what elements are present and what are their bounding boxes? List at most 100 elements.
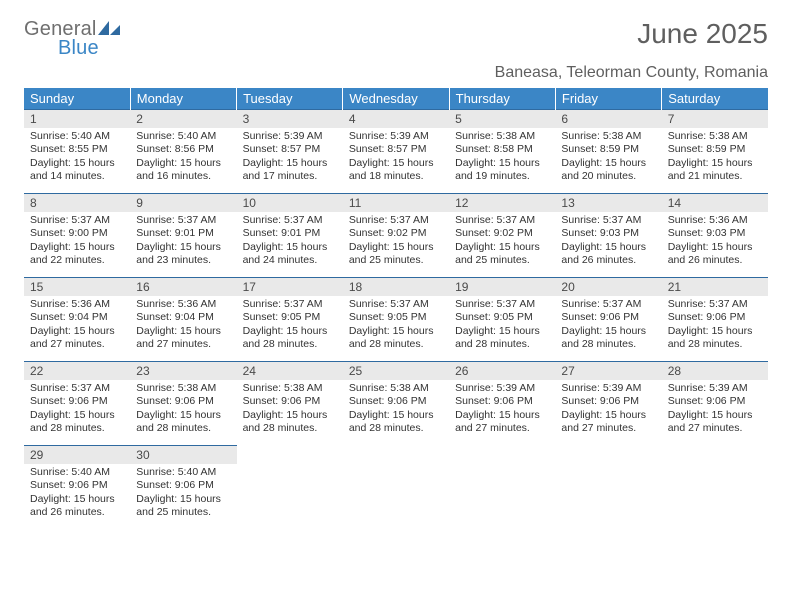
- day-number: 8: [24, 194, 130, 212]
- calendar-cell: 22Sunrise: 5:37 AMSunset: 9:06 PMDayligh…: [24, 362, 130, 446]
- calendar-cell: 8Sunrise: 5:37 AMSunset: 9:00 PMDaylight…: [24, 194, 130, 278]
- calendar-cell: [555, 446, 661, 530]
- calendar-week-row: 15Sunrise: 5:36 AMSunset: 9:04 PMDayligh…: [24, 278, 768, 362]
- day-detail-text: Sunrise: 5:37 AMSunset: 9:05 PMDaylight:…: [343, 296, 449, 356]
- day-detail-text: Sunrise: 5:36 AMSunset: 9:04 PMDaylight:…: [24, 296, 130, 356]
- day-number: 30: [130, 446, 236, 464]
- day-detail-text: Sunrise: 5:37 AMSunset: 9:02 PMDaylight:…: [449, 212, 555, 272]
- day-detail-text: Sunrise: 5:39 AMSunset: 8:57 PMDaylight:…: [237, 128, 343, 188]
- day-number: 1: [24, 110, 130, 128]
- day-detail-text: Sunrise: 5:37 AMSunset: 9:00 PMDaylight:…: [24, 212, 130, 272]
- calendar-cell: 26Sunrise: 5:39 AMSunset: 9:06 PMDayligh…: [449, 362, 555, 446]
- calendar-cell: 1Sunrise: 5:40 AMSunset: 8:55 PMDaylight…: [24, 110, 130, 194]
- calendar-body: 1Sunrise: 5:40 AMSunset: 8:55 PMDaylight…: [24, 110, 768, 530]
- day-detail-text: Sunrise: 5:40 AMSunset: 9:06 PMDaylight:…: [24, 464, 130, 524]
- calendar-cell: 13Sunrise: 5:37 AMSunset: 9:03 PMDayligh…: [555, 194, 661, 278]
- day-number: 25: [343, 362, 449, 380]
- day-number: 19: [449, 278, 555, 296]
- calendar-cell: 21Sunrise: 5:37 AMSunset: 9:06 PMDayligh…: [662, 278, 768, 362]
- calendar-cell: 9Sunrise: 5:37 AMSunset: 9:01 PMDaylight…: [130, 194, 236, 278]
- day-detail-text: Sunrise: 5:39 AMSunset: 9:06 PMDaylight:…: [449, 380, 555, 440]
- day-number: 27: [555, 362, 661, 380]
- day-detail-text: Sunrise: 5:37 AMSunset: 9:03 PMDaylight:…: [555, 212, 661, 272]
- calendar-cell: [662, 446, 768, 530]
- day-detail-text: Sunrise: 5:38 AMSunset: 9:06 PMDaylight:…: [237, 380, 343, 440]
- calendar-cell: 6Sunrise: 5:38 AMSunset: 8:59 PMDaylight…: [555, 110, 661, 194]
- day-detail-text: Sunrise: 5:37 AMSunset: 9:06 PMDaylight:…: [555, 296, 661, 356]
- day-number: 5: [449, 110, 555, 128]
- day-detail-text: Sunrise: 5:36 AMSunset: 9:03 PMDaylight:…: [662, 212, 768, 272]
- calendar-cell: 23Sunrise: 5:38 AMSunset: 9:06 PMDayligh…: [130, 362, 236, 446]
- brand-logo: General Blue: [24, 18, 120, 60]
- logo-sail-icon: [98, 18, 120, 41]
- day-detail-text: Sunrise: 5:39 AMSunset: 9:06 PMDaylight:…: [555, 380, 661, 440]
- calendar-week-row: 29Sunrise: 5:40 AMSunset: 9:06 PMDayligh…: [24, 446, 768, 530]
- day-number: 7: [662, 110, 768, 128]
- day-number: 16: [130, 278, 236, 296]
- calendar-cell: 19Sunrise: 5:37 AMSunset: 9:05 PMDayligh…: [449, 278, 555, 362]
- day-number: 22: [24, 362, 130, 380]
- day-header: Friday: [555, 88, 661, 110]
- title-block: June 2025: [637, 18, 768, 50]
- calendar-cell: 2Sunrise: 5:40 AMSunset: 8:56 PMDaylight…: [130, 110, 236, 194]
- calendar-week-row: 22Sunrise: 5:37 AMSunset: 9:06 PMDayligh…: [24, 362, 768, 446]
- day-detail-text: Sunrise: 5:37 AMSunset: 9:01 PMDaylight:…: [237, 212, 343, 272]
- day-detail-text: Sunrise: 5:37 AMSunset: 9:02 PMDaylight:…: [343, 212, 449, 272]
- calendar-week-row: 1Sunrise: 5:40 AMSunset: 8:55 PMDaylight…: [24, 110, 768, 194]
- day-detail-text: Sunrise: 5:38 AMSunset: 9:06 PMDaylight:…: [343, 380, 449, 440]
- day-number: 2: [130, 110, 236, 128]
- calendar-head: SundayMondayTuesdayWednesdayThursdayFrid…: [24, 88, 768, 110]
- day-number: 10: [237, 194, 343, 212]
- day-detail-text: Sunrise: 5:38 AMSunset: 8:59 PMDaylight:…: [555, 128, 661, 188]
- day-detail-text: Sunrise: 5:37 AMSunset: 9:01 PMDaylight:…: [130, 212, 236, 272]
- calendar-cell: 10Sunrise: 5:37 AMSunset: 9:01 PMDayligh…: [237, 194, 343, 278]
- calendar-cell: 11Sunrise: 5:37 AMSunset: 9:02 PMDayligh…: [343, 194, 449, 278]
- calendar-cell: 17Sunrise: 5:37 AMSunset: 9:05 PMDayligh…: [237, 278, 343, 362]
- calendar-cell: 25Sunrise: 5:38 AMSunset: 9:06 PMDayligh…: [343, 362, 449, 446]
- day-number: 6: [555, 110, 661, 128]
- calendar-cell: [343, 446, 449, 530]
- day-number: 3: [237, 110, 343, 128]
- day-number: 14: [662, 194, 768, 212]
- calendar-cell: 3Sunrise: 5:39 AMSunset: 8:57 PMDaylight…: [237, 110, 343, 194]
- day-header: Tuesday: [237, 88, 343, 110]
- calendar-cell: 12Sunrise: 5:37 AMSunset: 9:02 PMDayligh…: [449, 194, 555, 278]
- day-number: 11: [343, 194, 449, 212]
- day-number: 9: [130, 194, 236, 212]
- calendar-cell: 7Sunrise: 5:38 AMSunset: 8:59 PMDaylight…: [662, 110, 768, 194]
- day-header: Saturday: [662, 88, 768, 110]
- location-text: Baneasa, Teleorman County, Romania: [24, 64, 768, 82]
- calendar-cell: 27Sunrise: 5:39 AMSunset: 9:06 PMDayligh…: [555, 362, 661, 446]
- page-title: June 2025: [637, 18, 768, 50]
- calendar-cell: 29Sunrise: 5:40 AMSunset: 9:06 PMDayligh…: [24, 446, 130, 530]
- header-row: General Blue June 2025: [24, 18, 768, 60]
- day-detail-text: Sunrise: 5:38 AMSunset: 8:58 PMDaylight:…: [449, 128, 555, 188]
- calendar-week-row: 8Sunrise: 5:37 AMSunset: 9:00 PMDaylight…: [24, 194, 768, 278]
- calendar-cell: 14Sunrise: 5:36 AMSunset: 9:03 PMDayligh…: [662, 194, 768, 278]
- calendar-cell: 5Sunrise: 5:38 AMSunset: 8:58 PMDaylight…: [449, 110, 555, 194]
- day-detail-text: Sunrise: 5:39 AMSunset: 8:57 PMDaylight:…: [343, 128, 449, 188]
- calendar-cell: 20Sunrise: 5:37 AMSunset: 9:06 PMDayligh…: [555, 278, 661, 362]
- day-number: 17: [237, 278, 343, 296]
- calendar-table: SundayMondayTuesdayWednesdayThursdayFrid…: [24, 88, 768, 530]
- calendar-cell: 30Sunrise: 5:40 AMSunset: 9:06 PMDayligh…: [130, 446, 236, 530]
- day-number: 29: [24, 446, 130, 464]
- calendar-cell: 18Sunrise: 5:37 AMSunset: 9:05 PMDayligh…: [343, 278, 449, 362]
- day-detail-text: Sunrise: 5:38 AMSunset: 9:06 PMDaylight:…: [130, 380, 236, 440]
- day-number: 12: [449, 194, 555, 212]
- day-detail-text: Sunrise: 5:37 AMSunset: 9:06 PMDaylight:…: [662, 296, 768, 356]
- calendar-page: General Blue June 2025 Baneasa, Teleorma…: [0, 0, 792, 540]
- day-detail-text: Sunrise: 5:37 AMSunset: 9:06 PMDaylight:…: [24, 380, 130, 440]
- day-detail-text: Sunrise: 5:37 AMSunset: 9:05 PMDaylight:…: [449, 296, 555, 356]
- calendar-cell: 24Sunrise: 5:38 AMSunset: 9:06 PMDayligh…: [237, 362, 343, 446]
- calendar-cell: 4Sunrise: 5:39 AMSunset: 8:57 PMDaylight…: [343, 110, 449, 194]
- day-number: 15: [24, 278, 130, 296]
- calendar-cell: [449, 446, 555, 530]
- day-number: 26: [449, 362, 555, 380]
- calendar-cell: 28Sunrise: 5:39 AMSunset: 9:06 PMDayligh…: [662, 362, 768, 446]
- day-header: Wednesday: [343, 88, 449, 110]
- calendar-cell: [237, 446, 343, 530]
- calendar-cell: 15Sunrise: 5:36 AMSunset: 9:04 PMDayligh…: [24, 278, 130, 362]
- day-number: 21: [662, 278, 768, 296]
- logo-text-container: General Blue: [24, 18, 120, 60]
